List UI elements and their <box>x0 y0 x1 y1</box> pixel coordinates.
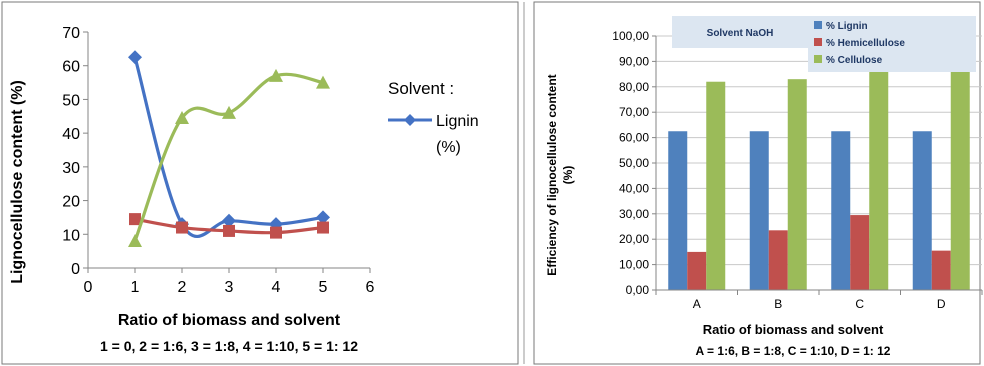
left-y-tick-label: 60 <box>62 59 80 76</box>
right-y-tick-label: 100,00 <box>612 29 649 43</box>
legend-diamond-marker <box>404 114 416 126</box>
bar-legend: % Lignin % Hemicellulose % Cellulose <box>814 21 905 66</box>
bar-D-0 <box>912 131 932 290</box>
square-marker <box>223 224 235 237</box>
left-caption: 1 = 0, 2 = 1:6, 3 = 1:8, 4 = 1:10, 5 = 1… <box>100 338 358 354</box>
left-series-line-0 <box>133 56 324 239</box>
triangle-marker <box>128 234 142 248</box>
left-y-tick-label: 50 <box>62 92 80 109</box>
right-y-tick-label: 40,00 <box>619 181 649 195</box>
left-x-tick-label: 0 <box>84 279 93 296</box>
left-axes: 0 10 20 30 40 50 60 70 0 1 2 3 4 5 6 <box>62 25 374 296</box>
legend-swatch-0 <box>814 21 822 29</box>
right-x-axis-label: Ratio of biomass and solvent <box>703 322 884 337</box>
right-y-tick-label: 50,00 <box>619 156 649 170</box>
left-x-axis-label: Ratio of biomass and solvent <box>118 312 341 329</box>
square-marker <box>129 213 141 226</box>
right-bars-group <box>668 71 970 291</box>
bar-A-0 <box>668 131 688 290</box>
legend-entry-2: % Cellulose <box>826 55 883 66</box>
right-bar-chart: 0,00 10,00 20,00 30,00 40,00 50,00 60,00 70,00 8… <box>545 16 983 358</box>
left-y-axis-label: Lignocellulose content (%) <box>9 80 26 284</box>
right-x-tick-label: A <box>693 297 701 311</box>
diamond-marker <box>128 50 142 65</box>
bar-B-1 <box>768 230 788 290</box>
diamond-marker <box>222 213 236 228</box>
legend-swatch-1 <box>814 38 822 46</box>
bar-A-2 <box>706 81 726 290</box>
right-x-tick-label: B <box>774 297 782 311</box>
legend-entry-1: % Hemicellulose <box>826 38 905 49</box>
right-x-tick-label: C <box>855 297 864 311</box>
left-series-group <box>128 50 330 248</box>
left-line-chart: 0 10 20 30 40 50 60 70 0 1 2 3 4 5 6 Lignocellulose co… <box>9 25 479 354</box>
bar-C-2 <box>869 71 889 290</box>
legend-swatch-2 <box>814 55 822 63</box>
bar-B-2 <box>787 79 807 291</box>
bar-C-1 <box>850 215 870 290</box>
left-y-tick-label: 30 <box>62 160 80 177</box>
right-y-axis-unit: (%) <box>561 166 575 185</box>
right-axes: 0,00 10,00 20,00 30,00 40,00 50,00 60,00 70,00 8… <box>612 29 983 311</box>
right-caption: A = 1:6, B = 1:8, C = 1:10, D = 1: 12 <box>696 344 891 358</box>
triangle-marker <box>222 105 236 119</box>
right-y-tick-label: 10,00 <box>619 258 649 272</box>
bar-D-2 <box>950 71 970 290</box>
right-y-axis-label: Efficiency of lignocellulose content <box>545 74 559 275</box>
bar-D-1 <box>931 250 951 290</box>
right-y-tick-label: 60,00 <box>619 131 649 145</box>
left-x-tick-label: 1 <box>131 279 140 296</box>
left-y-tick-label: 0 <box>71 261 80 278</box>
solvent-label: Solvent NaOH <box>707 28 774 39</box>
bar-A-1 <box>687 251 707 290</box>
legend-entry-0: % Lignin <box>826 21 868 32</box>
triangle-marker <box>175 110 189 124</box>
right-y-tick-label: 90,00 <box>619 54 649 68</box>
left-y-tick-label: 10 <box>62 227 80 244</box>
right-panel-border <box>533 1 981 365</box>
bar-legend-box <box>808 16 976 72</box>
left-legend: Solvent : Lignin (%) <box>388 79 479 156</box>
right-y-tick-label: 30,00 <box>619 207 649 221</box>
bar-C-0 <box>831 131 851 290</box>
left-y-tick-label: 40 <box>62 126 80 143</box>
left-x-tick-label: 4 <box>272 279 281 296</box>
legend-entry-unit: (%) <box>436 139 461 156</box>
left-x-tick-label: 2 <box>178 279 187 296</box>
left-y-tick-label: 70 <box>62 25 80 42</box>
solvent-label-box <box>672 16 808 48</box>
diamond-marker <box>316 210 330 225</box>
right-y-tick-label: 80,00 <box>619 80 649 94</box>
right-y-tick-label: 70,00 <box>619 105 649 119</box>
left-panel-border <box>1 1 519 365</box>
bar-B-0 <box>749 131 769 290</box>
legend-entry-lignin: Lignin <box>436 113 479 130</box>
square-marker <box>270 226 282 239</box>
legend-title: Solvent : <box>388 79 454 98</box>
triangle-marker <box>316 75 330 89</box>
square-marker <box>176 221 188 234</box>
right-x-tick-label: D <box>937 297 946 311</box>
left-y-tick-label: 20 <box>62 194 80 211</box>
left-x-tick-label: 5 <box>319 279 328 296</box>
right-y-tick-label: 0,00 <box>626 283 650 297</box>
square-marker <box>317 221 329 234</box>
right-y-tick-label: 20,00 <box>619 232 649 246</box>
left-x-tick-label: 3 <box>225 279 234 296</box>
left-series-line-2 <box>133 72 324 242</box>
left-x-tick-label: 6 <box>366 279 375 296</box>
triangle-marker <box>269 68 283 82</box>
